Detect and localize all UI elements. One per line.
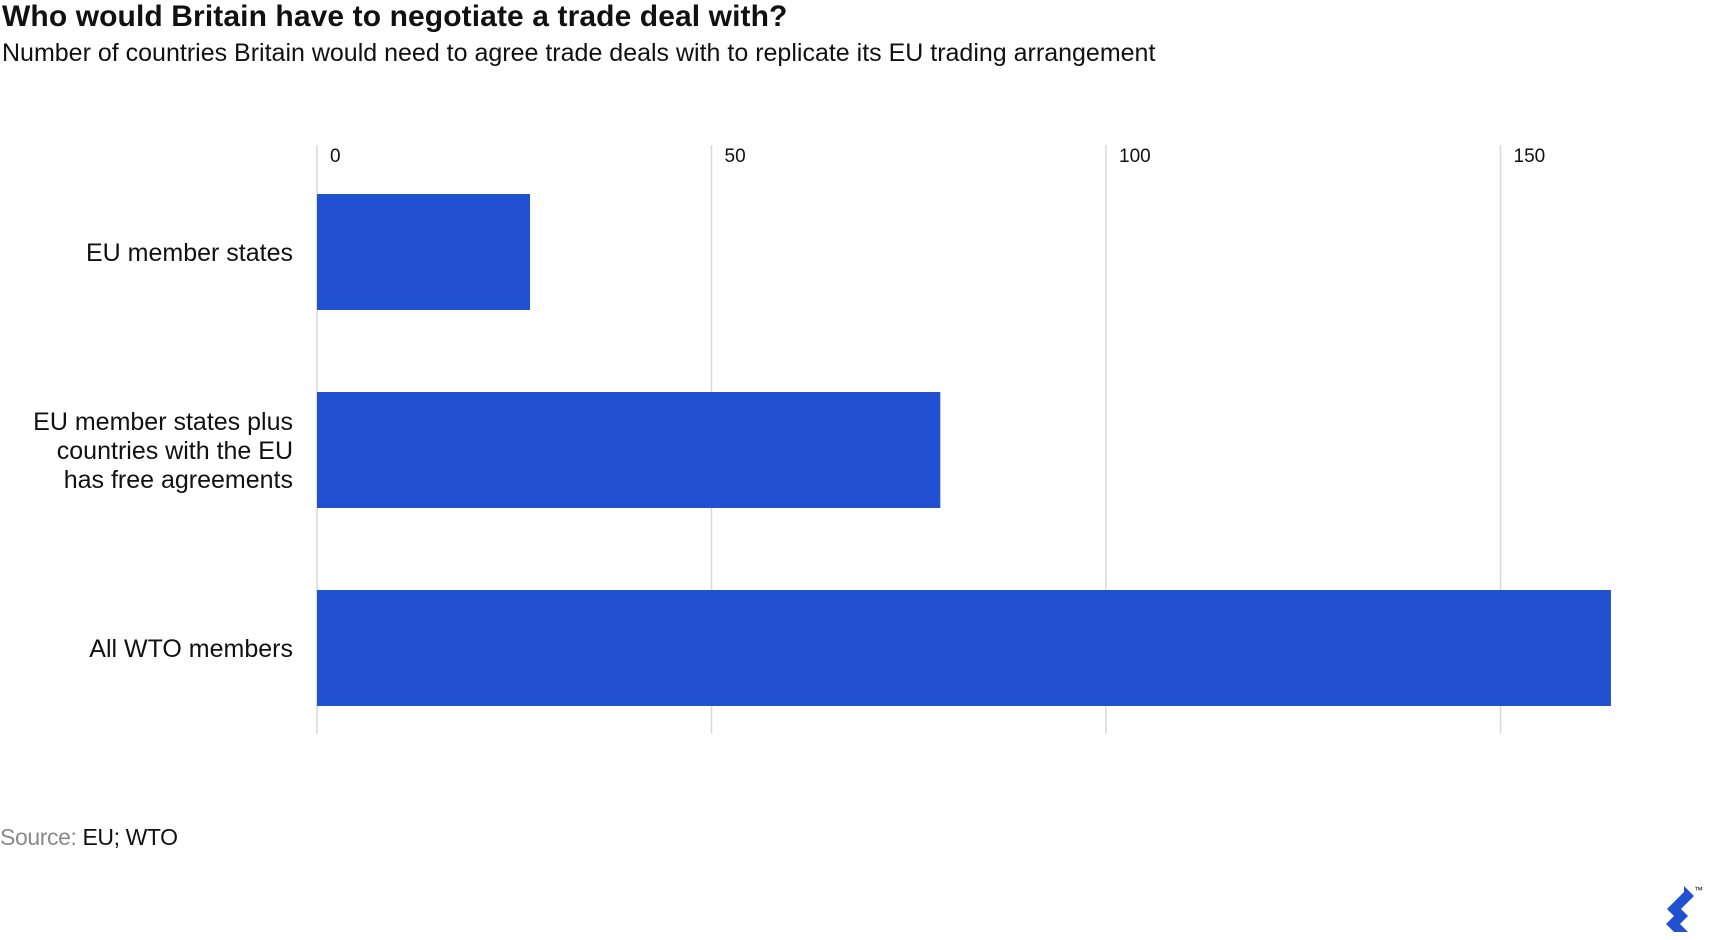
bar [317, 392, 941, 508]
category-label-line: EU member states plus [33, 408, 293, 436]
page-title: Who would Britain have to negotiate a tr… [2, 0, 788, 33]
category-label: EU member states plus countries with the … [33, 408, 293, 494]
x-tick-label: 150 [1514, 146, 1546, 167]
category-label-line: EU member states [86, 239, 293, 267]
category-label-line: All WTO members [89, 635, 293, 663]
bar [317, 194, 531, 310]
trademark-mark: ™ [1694, 885, 1703, 895]
x-tick-label: 50 [725, 146, 746, 167]
source-note: Source: EU; WTO [0, 824, 178, 851]
category-label-line: countries with the EU [57, 437, 293, 465]
category-label-line: has free agreements [64, 466, 293, 494]
bar [317, 590, 1611, 706]
source-value: EU; WTO [82, 824, 178, 850]
category-label: All WTO members [89, 635, 293, 663]
brand-logo-icon: ™ [1666, 885, 1703, 932]
source-label: Source: [0, 824, 77, 850]
category-label: EU member states [86, 239, 293, 267]
x-tick-label: 0 [330, 146, 341, 167]
page-subtitle: Number of countries Britain would need t… [2, 39, 1156, 67]
x-tick-label: 100 [1119, 146, 1151, 167]
